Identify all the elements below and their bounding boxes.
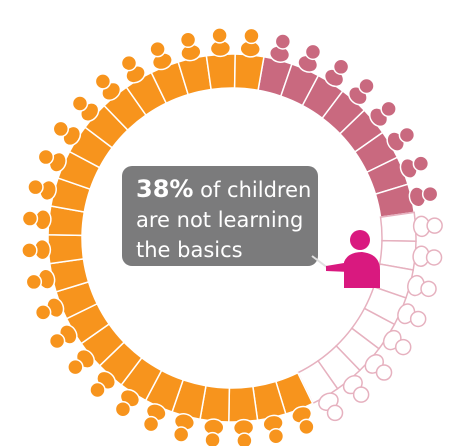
seat bbox=[206, 54, 235, 89]
child-head bbox=[268, 429, 283, 444]
child-head bbox=[423, 187, 438, 202]
child-head bbox=[377, 365, 392, 380]
child-head bbox=[381, 101, 396, 116]
headline-text: of children bbox=[200, 178, 311, 202]
child-head bbox=[354, 387, 369, 402]
speech-bubble: 38% of children are not learning the bas… bbox=[122, 166, 318, 266]
child-head bbox=[50, 334, 65, 349]
seat bbox=[229, 387, 258, 422]
child-head bbox=[399, 127, 414, 142]
child-head bbox=[95, 74, 110, 89]
child-head bbox=[413, 156, 428, 171]
child-head bbox=[334, 59, 349, 74]
child-head bbox=[26, 274, 41, 289]
seat bbox=[381, 212, 416, 241]
child-head bbox=[244, 28, 259, 43]
infographic: 38% of children are not learning the bas… bbox=[0, 0, 457, 446]
child-head bbox=[427, 218, 442, 233]
child-head bbox=[144, 417, 159, 432]
child-head bbox=[68, 360, 83, 375]
child-head bbox=[305, 44, 320, 59]
child-head bbox=[53, 121, 68, 136]
headline-text: are not learning bbox=[136, 205, 318, 235]
child-head bbox=[411, 311, 426, 326]
child-head bbox=[90, 383, 105, 398]
child-head bbox=[181, 32, 196, 47]
child-head bbox=[299, 419, 314, 434]
child-head bbox=[28, 180, 43, 195]
child-head bbox=[212, 28, 227, 43]
child-head bbox=[421, 281, 436, 296]
headline-text: the basics bbox=[136, 235, 318, 265]
child-head bbox=[121, 56, 136, 71]
child-head bbox=[205, 433, 220, 446]
seat bbox=[48, 235, 83, 264]
child-head bbox=[36, 305, 51, 320]
child-head bbox=[396, 340, 411, 355]
child-head bbox=[38, 150, 53, 165]
child-head bbox=[72, 96, 87, 111]
bubble-line: 38% of children bbox=[136, 174, 318, 205]
child-head bbox=[22, 211, 37, 226]
child-head bbox=[275, 34, 290, 49]
seat bbox=[235, 54, 264, 90]
child-head bbox=[237, 433, 252, 446]
child-head bbox=[427, 250, 442, 265]
child-head bbox=[115, 402, 130, 417]
headline-value: 38% bbox=[136, 175, 193, 203]
child-head bbox=[174, 427, 189, 442]
child-head bbox=[150, 42, 165, 57]
child-head bbox=[359, 78, 374, 93]
child-head bbox=[328, 405, 343, 420]
child-head bbox=[22, 243, 37, 258]
